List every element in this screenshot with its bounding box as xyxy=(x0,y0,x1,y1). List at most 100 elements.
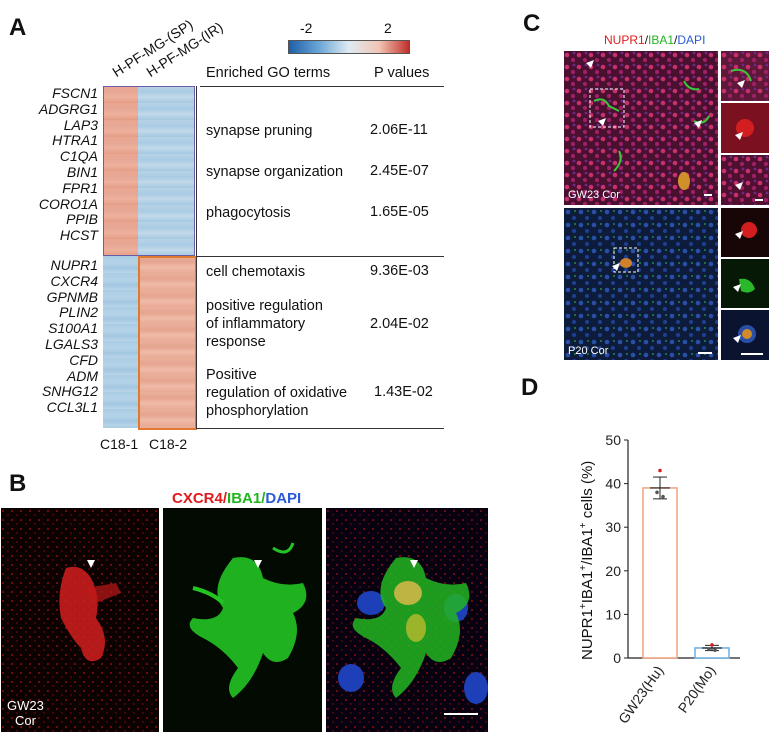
gene-label: ADM xyxy=(66,367,98,384)
gene-label: HTRA1 xyxy=(52,132,98,149)
arrowhead-icon xyxy=(598,118,606,126)
gene-label: LAP3 xyxy=(63,116,98,133)
go-term-line: phosphorylation xyxy=(206,403,309,419)
go-term-line: Positive xyxy=(206,367,257,383)
panel-a-letter: A xyxy=(9,14,27,41)
go-term-line: regulation of oxidative xyxy=(206,385,348,401)
arrowhead-icon xyxy=(694,120,702,128)
y-tick-label: 40 xyxy=(605,476,621,492)
table-top-rule xyxy=(200,86,444,87)
go-term-line: of inflammatory xyxy=(206,316,306,332)
p-value: 1.43E-02 xyxy=(374,384,433,400)
p-values-header: P values xyxy=(374,65,430,81)
arrowhead-icon xyxy=(254,560,262,568)
go-term-line: positive regulation xyxy=(206,298,323,314)
label-line: Cor xyxy=(15,713,36,728)
heatmap-cell-bottom-right xyxy=(138,256,195,428)
go-term-line: response xyxy=(206,334,266,350)
marker-iba1: IBA1 xyxy=(227,490,262,507)
arrowhead-icon xyxy=(586,60,594,68)
gene-list-top: FSCN1 ADGRG1 LAP3 HTRA1 C1QA BIN1 FPR1 C… xyxy=(8,85,98,244)
p-value: 9.36E-03 xyxy=(370,263,429,279)
zoom-box xyxy=(589,88,625,128)
gene-label: PLIN2 xyxy=(59,304,98,321)
micrograph-drawing xyxy=(326,508,488,732)
p-value: 2.45E-07 xyxy=(370,163,429,179)
arrowhead-icon xyxy=(737,80,745,88)
ylabel-part: + xyxy=(578,522,589,529)
panel-c-title: NUPR1/IBA1/DAPI xyxy=(604,33,705,47)
go-terms-header: Enriched GO terms xyxy=(206,65,331,81)
micrograph-p20-zoom-3 xyxy=(721,310,769,360)
p-value: 1.65E-05 xyxy=(370,204,429,220)
data-point xyxy=(661,494,665,499)
cluster-label: C18-1 xyxy=(100,436,139,452)
panel-d-letter: D xyxy=(521,374,539,401)
gene-label: CORO1A xyxy=(38,195,98,212)
gene-label: CFD xyxy=(69,351,98,368)
cluster-label: C18-2 xyxy=(149,436,188,452)
panel-b-letter: B xyxy=(9,470,27,497)
gene-label: PPIB xyxy=(66,211,98,228)
legend-max-label: 2 xyxy=(384,20,392,36)
arrowhead-icon xyxy=(735,231,743,239)
micrograph-gw23-zoom-3 xyxy=(721,155,769,205)
micrograph-p20-zoom-2 xyxy=(721,259,769,308)
label-line: GW23 xyxy=(7,698,44,713)
gene-label: LGALS3 xyxy=(45,335,98,352)
micrograph-label: P20 Cor xyxy=(568,345,609,357)
data-point xyxy=(658,468,662,473)
gene-label: S100A1 xyxy=(48,320,98,337)
micrograph-drawing xyxy=(735,222,757,239)
ylabel-part: + xyxy=(578,603,589,610)
table-middle-rule xyxy=(196,256,444,257)
panel-c-letter: C xyxy=(523,10,541,37)
micrograph-drawing xyxy=(189,542,307,698)
micrograph-cxcr4: GW23 Cor xyxy=(1,508,159,732)
heatmap xyxy=(103,86,197,430)
scale-bar xyxy=(704,194,712,196)
micrograph-gw23-zoom-2 xyxy=(721,103,769,153)
marker-dapi: DAPI xyxy=(677,33,706,47)
go-term: synapse pruning xyxy=(206,123,313,139)
data-point xyxy=(707,647,711,652)
micrograph-drawing xyxy=(721,51,769,101)
x-tick-label: GW23(Hu) xyxy=(615,663,666,727)
marker-iba1: IBA1 xyxy=(648,33,675,47)
gene-label: FPR1 xyxy=(62,179,98,196)
go-term-multiline: Positive regulation of oxidative phospho… xyxy=(206,366,347,420)
micrograph-merged xyxy=(326,508,488,732)
go-term-multiline: positive regulation of inflammatory resp… xyxy=(206,297,323,351)
arrowhead-icon xyxy=(733,284,741,292)
heatmap-box-top xyxy=(103,86,195,256)
go-term: cell chemotaxis xyxy=(206,264,306,280)
ylabel-part: + xyxy=(578,564,589,571)
scale-bar xyxy=(444,713,478,715)
gene-label: SNHG12 xyxy=(41,383,98,400)
micrograph-label: GW23 Cor xyxy=(7,698,44,728)
go-term: phagocytosis xyxy=(206,205,291,221)
legend-min-label: -2 xyxy=(300,20,313,36)
micrograph-drawing xyxy=(735,119,754,140)
gene-label: GPNMB xyxy=(46,288,98,305)
scale-bar xyxy=(741,353,763,355)
gene-label: C1QA xyxy=(59,148,98,165)
arrowhead-icon xyxy=(735,132,743,140)
arrowhead-icon xyxy=(612,263,620,271)
data-point xyxy=(713,648,717,652)
data-point xyxy=(710,643,714,647)
heatmap-cell-top-right xyxy=(138,86,195,256)
gene-label: NUPR1 xyxy=(50,257,98,273)
gene-list-bottom: NUPR1 CXCR4 GPNMB PLIN2 S100A1 LGALS3 CF… xyxy=(8,257,98,416)
micrograph-drawing xyxy=(564,51,718,205)
gene-label: CXCR4 xyxy=(50,272,98,289)
gene-label: FSCN1 xyxy=(52,85,98,101)
micrograph-gw23: GW23 Cor xyxy=(564,51,718,205)
micrograph-drawing xyxy=(564,208,718,360)
gene-label: ADGRG1 xyxy=(38,100,98,117)
table-bottom-rule xyxy=(196,428,444,429)
micrograph-p20: P20 Cor xyxy=(564,208,718,360)
scale-bar xyxy=(698,352,712,354)
y-tick-label: 50 xyxy=(605,432,621,448)
p-value: 2.04E-02 xyxy=(370,316,429,332)
